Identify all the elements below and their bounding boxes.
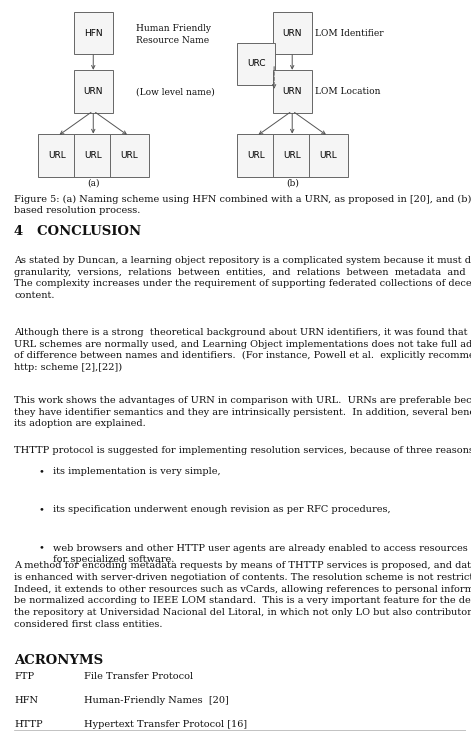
Text: Human-Friendly Names  [20]: Human-Friendly Names [20] xyxy=(84,697,229,705)
FancyBboxPatch shape xyxy=(273,12,312,54)
Text: •: • xyxy=(39,468,45,476)
Text: web browsers and other HTTP user agents are already enabled to access resources : web browsers and other HTTP user agents … xyxy=(53,544,471,564)
Text: ACRONYMS: ACRONYMS xyxy=(14,654,103,667)
Text: (a): (a) xyxy=(87,179,99,188)
Text: This work shows the advantages of URN in comparison with URL.  URNs are preferab: This work shows the advantages of URN in… xyxy=(14,396,471,428)
Text: A method for encoding metadata requests by means of THTTP services is proposed, : A method for encoding metadata requests … xyxy=(14,561,471,628)
Text: Human Friendly
Resource Name: Human Friendly Resource Name xyxy=(136,24,211,44)
Text: URL: URL xyxy=(121,151,138,160)
FancyBboxPatch shape xyxy=(38,134,76,177)
Text: As stated by Duncan, a learning object repository is a complicated system becaus: As stated by Duncan, a learning object r… xyxy=(14,256,471,300)
FancyBboxPatch shape xyxy=(273,70,312,113)
FancyBboxPatch shape xyxy=(236,134,276,177)
FancyBboxPatch shape xyxy=(309,134,348,177)
Text: URL: URL xyxy=(84,151,102,160)
Text: HFN: HFN xyxy=(84,29,103,38)
Text: URC: URC xyxy=(247,59,265,68)
FancyBboxPatch shape xyxy=(74,70,113,113)
Text: (Low level name): (Low level name) xyxy=(136,87,215,96)
Text: Hypertext Transfer Protocol [16]: Hypertext Transfer Protocol [16] xyxy=(84,720,247,729)
Text: URL: URL xyxy=(247,151,265,160)
Text: URL: URL xyxy=(48,151,66,160)
Text: LOM Identifier: LOM Identifier xyxy=(315,29,383,38)
Text: FTP: FTP xyxy=(14,672,34,681)
Text: •: • xyxy=(39,544,45,553)
Text: its specification underwent enough revision as per RFC procedures,: its specification underwent enough revis… xyxy=(53,505,390,514)
Text: Although there is a strong  theoretical background about URN identifiers, it was: Although there is a strong theoretical b… xyxy=(14,328,471,372)
FancyBboxPatch shape xyxy=(110,134,149,177)
Text: URN: URN xyxy=(283,29,302,38)
Text: Figure 5: (a) Naming scheme using HFN combined with a URN, as proposed in [20], : Figure 5: (a) Naming scheme using HFN co… xyxy=(14,194,471,215)
Text: LOM Location: LOM Location xyxy=(315,87,380,96)
Text: URL: URL xyxy=(284,151,301,160)
Text: HTTP: HTTP xyxy=(14,720,43,729)
Text: URN: URN xyxy=(83,87,103,96)
Text: HFN: HFN xyxy=(14,697,38,705)
Text: URN: URN xyxy=(283,87,302,96)
Text: URL: URL xyxy=(319,151,337,160)
Text: •: • xyxy=(39,505,45,514)
Text: THTTP protocol is suggested for implementing resolution services, because of thr: THTTP protocol is suggested for implemen… xyxy=(14,446,471,455)
Text: its implementation is very simple,: its implementation is very simple, xyxy=(53,468,220,476)
FancyBboxPatch shape xyxy=(273,134,312,177)
FancyBboxPatch shape xyxy=(74,12,113,54)
Text: (b): (b) xyxy=(286,179,299,188)
Text: 4   CONCLUSION: 4 CONCLUSION xyxy=(14,225,141,239)
FancyBboxPatch shape xyxy=(74,134,113,177)
FancyBboxPatch shape xyxy=(236,42,276,85)
Text: File Transfer Protocol: File Transfer Protocol xyxy=(84,672,193,681)
